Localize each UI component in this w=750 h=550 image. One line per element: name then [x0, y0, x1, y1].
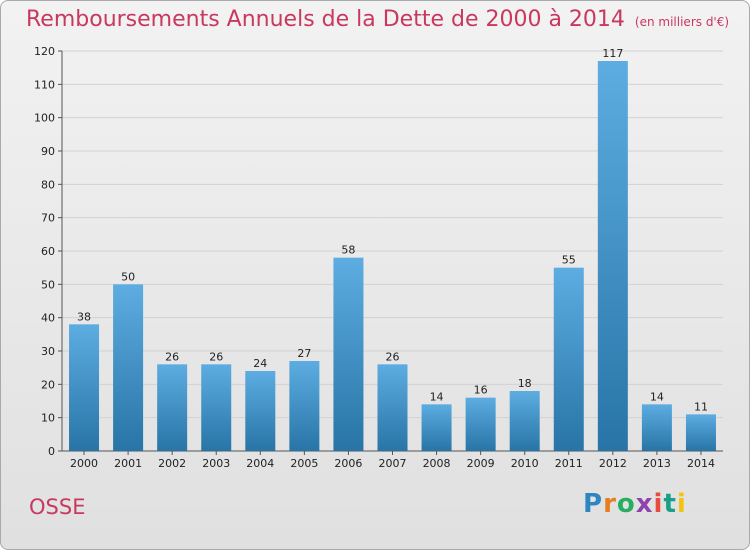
x-tick-label-2002: 2002 — [158, 457, 186, 470]
data-label-2003: 26 — [209, 350, 223, 363]
x-tick-label-2004: 2004 — [246, 457, 274, 470]
chart-title-text: Remboursements Annuels de la Dette de 20… — [26, 7, 625, 32]
data-label-2002: 26 — [165, 350, 179, 363]
bar-2008 — [421, 404, 452, 451]
chart-unit: (en milliers d'€) — [634, 15, 730, 29]
data-label-2005: 27 — [297, 347, 311, 360]
data-label-2010: 18 — [518, 377, 532, 390]
data-label-2008: 14 — [430, 390, 444, 403]
bar-2014 — [685, 414, 716, 451]
y-tick-label: 110 — [34, 78, 55, 91]
bar-2011 — [553, 267, 584, 451]
labels: 0 10 20 30 40 50 60 70 80 90 100 110 120 38 2000 50 2001… — [34, 45, 715, 470]
x-tick-label-2011: 2011 — [555, 457, 583, 470]
y-tick-label: 20 — [41, 378, 55, 391]
data-label-2006: 58 — [341, 244, 355, 257]
y-tick-label: 50 — [41, 278, 55, 291]
bar-2000 — [69, 324, 100, 451]
data-label-2014: 11 — [694, 400, 708, 413]
logo-letter: i — [676, 489, 687, 519]
x-tick-label-2003: 2003 — [202, 457, 230, 470]
proxiti-logo: Proxiti — [583, 489, 687, 519]
logo-letter: P — [583, 489, 604, 519]
bar-2001 — [113, 284, 144, 451]
y-tick-label: 60 — [41, 245, 55, 258]
x-tick-label-2014: 2014 — [687, 457, 715, 470]
data-label-2000: 38 — [77, 310, 91, 323]
x-tick-label-2000: 2000 — [70, 457, 98, 470]
logo-letter: o — [616, 489, 636, 519]
x-tick-label-2005: 2005 — [290, 457, 318, 470]
bar-2009 — [465, 397, 496, 451]
y-tick-label: 30 — [41, 345, 55, 358]
x-tick-label-2007: 2007 — [379, 457, 407, 470]
x-tick-label-2013: 2013 — [643, 457, 671, 470]
bars — [69, 61, 716, 451]
bar-2007 — [377, 364, 408, 451]
y-tick-label: 70 — [41, 212, 55, 225]
y-tick-label: 80 — [41, 178, 55, 191]
x-tick-label-2001: 2001 — [114, 457, 142, 470]
chart-title: Remboursements Annuels de la Dette de 20… — [26, 7, 729, 32]
x-tick-label-2010: 2010 — [511, 457, 539, 470]
bar-2005 — [289, 361, 320, 451]
bar-2003 — [201, 364, 232, 451]
data-label-2013: 14 — [650, 390, 664, 403]
x-tick-label-2009: 2009 — [467, 457, 495, 470]
logo-letter: t — [663, 489, 677, 519]
bar-2013 — [641, 404, 672, 451]
data-label-2001: 50 — [121, 270, 135, 283]
data-label-2011: 55 — [562, 254, 576, 267]
commune-name: OSSE — [29, 495, 86, 519]
y-tick-label: 10 — [41, 412, 55, 425]
bar-2004 — [245, 371, 276, 451]
logo-letter: x — [635, 489, 654, 519]
y-tick-label: 40 — [41, 312, 55, 325]
data-label-2004: 24 — [253, 357, 267, 370]
y-tick-label: 120 — [34, 45, 55, 58]
x-tick-label-2012: 2012 — [599, 457, 627, 470]
x-tick-label-2006: 2006 — [334, 457, 362, 470]
bar-2010 — [509, 391, 540, 451]
data-label-2009: 16 — [474, 384, 488, 397]
x-tick-label-2008: 2008 — [423, 457, 451, 470]
bar-2006 — [333, 257, 364, 451]
logo-letter: r — [603, 489, 617, 519]
y-tick-label: 100 — [34, 112, 55, 125]
logo-letter: i — [653, 489, 664, 519]
bar-2012 — [597, 61, 628, 451]
data-label-2007: 26 — [386, 350, 400, 363]
data-label-2012: 117 — [602, 47, 623, 60]
y-tick-label: 90 — [41, 145, 55, 158]
bar-2002 — [157, 364, 188, 451]
y-tick-label: 0 — [48, 445, 55, 458]
